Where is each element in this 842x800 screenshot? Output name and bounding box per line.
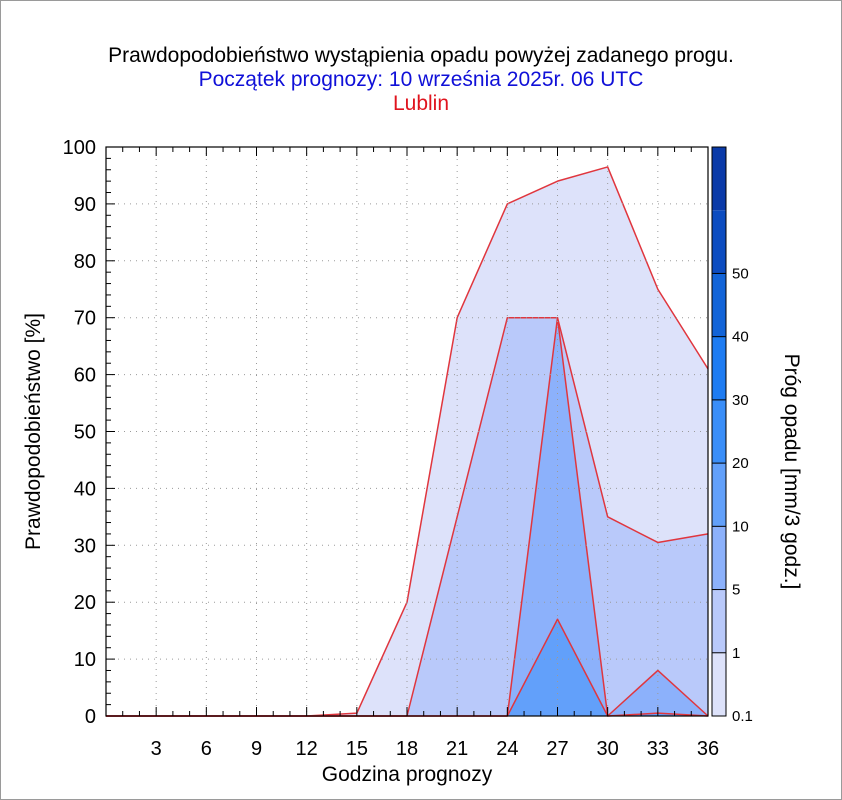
chart-title: Prawdopodobieństwo wystąpienia opadu pow… (108, 44, 734, 67)
x-tick-label: 24 (496, 738, 518, 760)
y-tick-label: 90 (74, 194, 96, 216)
plot-border (105, 146, 709, 717)
colorbar-segment (712, 526, 726, 590)
colorbar-label: 50 (732, 265, 749, 282)
x-tick-label: 18 (396, 738, 418, 760)
x-tick-label: 27 (546, 738, 568, 760)
y-tick-label: 80 (74, 251, 96, 273)
colorbar-label: 0.1 (732, 708, 753, 725)
y-tick-label: 70 (74, 308, 96, 330)
x-tick-label: 9 (251, 738, 262, 760)
x-tick-label: 12 (296, 738, 318, 760)
x-tick-label: 36 (697, 738, 719, 760)
colorbar-segment (712, 336, 726, 400)
colorbar-label: 20 (732, 455, 749, 472)
grid-lines (106, 147, 708, 716)
colorbar-segment (712, 147, 726, 211)
y-tick-label: 20 (74, 592, 96, 614)
y-tick-label: 50 (74, 422, 96, 444)
x-axis-title: Godzina prognozy (322, 763, 493, 786)
y-tick-labels: 0 10 20 30 40 50 60 70 80 90 100 (63, 137, 96, 728)
colorbar-label: 1 (732, 645, 740, 662)
location-label: Lublin (392, 92, 450, 115)
colorbar-segment (712, 399, 726, 464)
chart-subtitle: Początek prognozy: 10 września 2025r. 06… (198, 68, 644, 91)
colorbar: 0.1 1 5 10 20 30 40 50 (711, 146, 753, 725)
y-tick-label: 0 (85, 706, 96, 728)
x-tick-label: 30 (597, 738, 619, 760)
colorbar-segment (712, 589, 726, 653)
colorbar-label: 10 (732, 518, 749, 535)
x-tick-label: 33 (647, 738, 669, 760)
colorbar-segment (712, 273, 726, 337)
colorbar-label: 40 (732, 329, 749, 346)
y-tick-label: 40 (74, 478, 96, 500)
colorbar-segment (712, 463, 726, 527)
y-tick-label: 30 (74, 535, 96, 557)
x-tick-label: 3 (151, 738, 162, 760)
x-tick-label: 21 (446, 738, 468, 760)
colorbar-label: 5 (732, 582, 740, 599)
x-tick-labels: 3 6 9 12 15 18 21 24 27 30 33 36 (151, 738, 720, 760)
colorbar-segment (712, 210, 726, 274)
y-axis-title: Prawdopodobieństwo [%] (22, 313, 45, 550)
y-tick-label: 10 (74, 649, 96, 671)
y-tick-label: 60 (74, 365, 96, 387)
colorbar-label: 30 (732, 392, 749, 409)
axis-ticks (105, 146, 709, 717)
x-tick-label: 6 (201, 738, 212, 760)
colorbar-segment (712, 652, 726, 716)
y-tick-label: 100 (63, 137, 96, 159)
x-tick-label: 15 (346, 738, 368, 760)
area-threshold-10 (106, 619, 708, 716)
colorbar-title: Próg opadu [mm/3 godz.] (780, 354, 803, 590)
